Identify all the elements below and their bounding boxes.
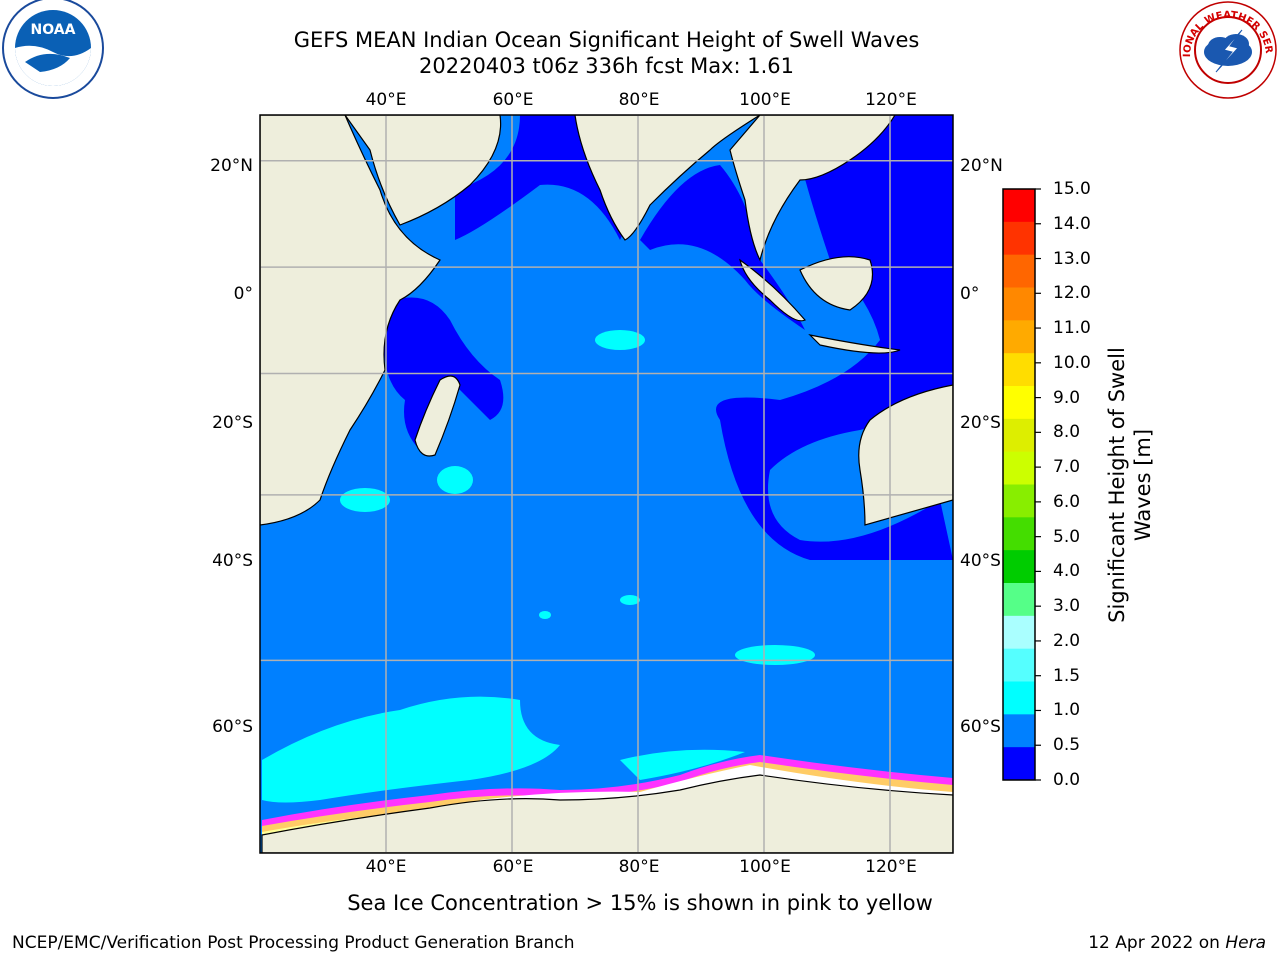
colorbar-segment xyxy=(1003,221,1035,256)
footer-credit: NCEP/EMC/Verification Post Processing Pr… xyxy=(12,933,575,953)
colorbar-segment xyxy=(1003,714,1035,748)
lat-tick-right: 20°N xyxy=(960,156,1003,176)
colorbar-segment xyxy=(1003,287,1035,321)
lat-tick-right: 60°S xyxy=(960,717,1001,737)
lat-tick-left: 20°S xyxy=(212,413,253,433)
colorbar-tick: 14.0 xyxy=(1053,213,1091,234)
colorbar-segment xyxy=(1003,320,1035,354)
colorbar-segment xyxy=(1003,747,1035,781)
lon-tick-bottom: 80°E xyxy=(618,857,660,877)
colorbar-tick: 1.5 xyxy=(1053,665,1081,686)
colorbar-segment xyxy=(1003,189,1035,223)
colorbar-segment xyxy=(1003,451,1035,485)
footer-host: Hera xyxy=(1225,933,1266,953)
lon-tick-top: 120°E xyxy=(865,90,917,110)
colorbar-label: Significant Height of Swell Waves [m] xyxy=(1105,347,1155,623)
colorbar-tick: 13.0 xyxy=(1053,248,1091,269)
colorbar-tick: 2.0 xyxy=(1053,630,1081,651)
sea-ice-note: Sea Ice Concentration > 15% is shown in … xyxy=(347,891,933,915)
noaa-logo-icon: NOAA xyxy=(2,0,104,99)
lon-tick-bottom: 60°E xyxy=(492,857,534,877)
lon-tick-bottom: 40°E xyxy=(365,857,407,877)
colorbar-tick: 0.5 xyxy=(1053,735,1081,756)
map-title: GEFS MEAN Indian Ocean Significant Heigh… xyxy=(293,28,920,52)
nws-logo-icon: NATIONAL WEATHER SERVICE xyxy=(1176,0,1277,99)
lat-tick-left: 40°S xyxy=(212,551,253,571)
colorbar-tick: 4.0 xyxy=(1053,561,1081,582)
lat-tick-left: 20°N xyxy=(210,156,253,176)
map-frame xyxy=(259,114,954,854)
footer-date-text: 12 Apr 2022 on xyxy=(1088,933,1220,953)
map-subtitle: 20220403 t06z 336h fcst Max: 1.61 xyxy=(419,54,794,78)
lat-tick-left: 60°S xyxy=(212,717,253,737)
colorbar-segment xyxy=(1003,550,1035,584)
colorbar-segment xyxy=(1003,517,1035,551)
colorbar-tick: 6.0 xyxy=(1053,491,1081,512)
colorbar-tick: 0.0 xyxy=(1053,770,1081,790)
colorbar-segment xyxy=(1003,681,1035,715)
lon-tick-bottom: 100°E xyxy=(739,857,791,877)
lon-tick-bottom: 120°E xyxy=(865,857,917,877)
lon-tick-top: 40°E xyxy=(365,90,407,110)
colorbar-segment xyxy=(1003,615,1035,650)
colorbar-segment xyxy=(1003,648,1035,682)
colorbar-tick: 1.0 xyxy=(1053,700,1081,721)
gridlines xyxy=(260,115,953,853)
lat-tick-left: 0° xyxy=(233,284,253,304)
colorbar-tick: 7.0 xyxy=(1053,457,1081,478)
svg-text:NOAA: NOAA xyxy=(31,22,76,38)
colorbar-segment xyxy=(1003,583,1035,617)
colorbar-segment xyxy=(1003,386,1035,420)
lon-tick-top: 100°E xyxy=(739,90,791,110)
colorbar-segment xyxy=(1003,484,1035,518)
footer-date: 12 Apr 2022 on Hera xyxy=(1088,932,1266,954)
colorbar-segment xyxy=(1003,353,1035,387)
colorbar xyxy=(1002,188,1041,781)
colorbar-tick: 9.0 xyxy=(1053,387,1081,408)
lat-tick-right: 0° xyxy=(960,284,980,304)
colorbar-tick: 5.0 xyxy=(1053,526,1081,547)
land-masses xyxy=(260,115,953,853)
lon-tick-top: 60°E xyxy=(492,90,534,110)
lat-tick-right: 40°S xyxy=(960,551,1001,571)
colorbar-segment xyxy=(1003,254,1035,288)
colorbar-tick: 15.0 xyxy=(1053,179,1091,199)
lat-tick-right: 20°S xyxy=(960,413,1001,433)
colorbar-tick: 8.0 xyxy=(1053,422,1081,443)
lon-tick-top: 80°E xyxy=(618,90,660,110)
colorbar-tick: 3.0 xyxy=(1053,596,1081,617)
colorbar-segment xyxy=(1003,418,1035,453)
colorbar-tick: 12.0 xyxy=(1053,283,1091,304)
colorbar-tick: 10.0 xyxy=(1053,352,1091,373)
colorbar-tick: 11.0 xyxy=(1053,318,1091,339)
